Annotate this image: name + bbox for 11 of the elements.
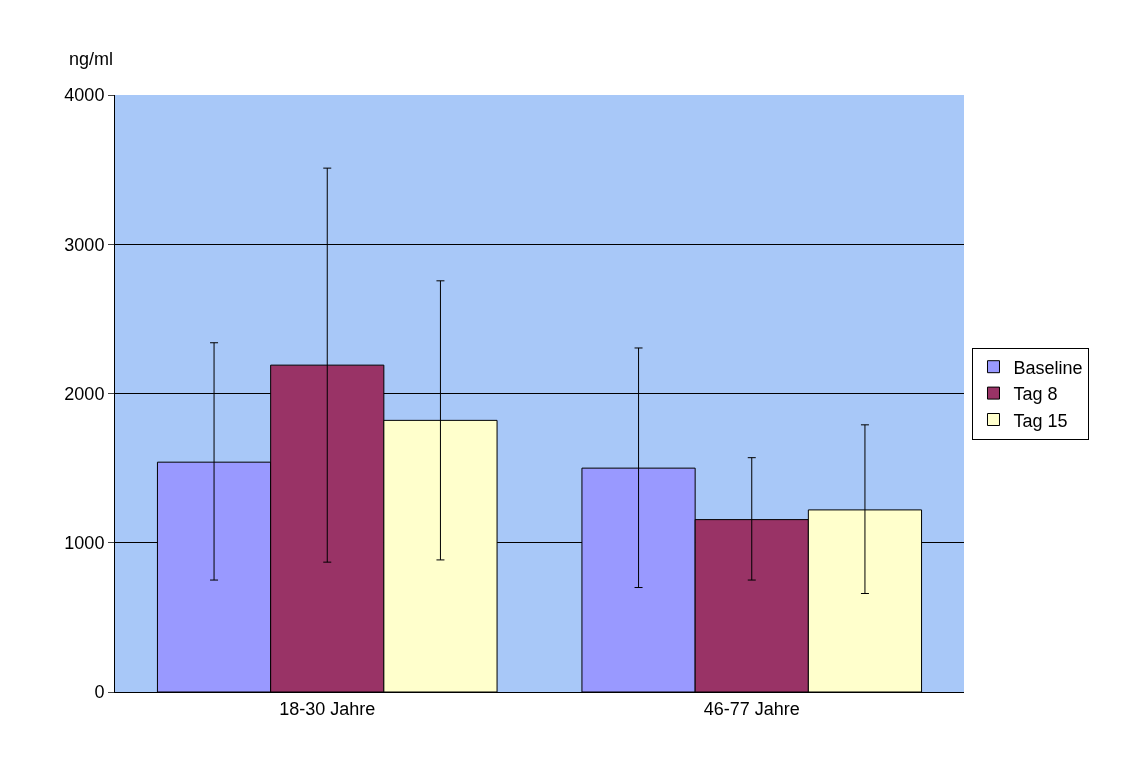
- y-tick-label: 0: [94, 682, 105, 703]
- legend-label: Tag 15: [1013, 410, 1068, 431]
- y-tick-label: 3000: [64, 234, 105, 255]
- x-tick-label: 46-77 Jahre: [703, 698, 800, 719]
- y-tick-label: 4000: [64, 85, 105, 106]
- legend-label: Baseline: [1013, 357, 1083, 378]
- x-tick-label: 18-30 Jahre: [279, 698, 376, 719]
- y-tick-label: 2000: [64, 383, 105, 404]
- y-axis-title: ng/ml: [69, 49, 114, 69]
- legend-label: Tag 8: [1013, 384, 1058, 405]
- y-tick-label: 1000: [64, 533, 105, 554]
